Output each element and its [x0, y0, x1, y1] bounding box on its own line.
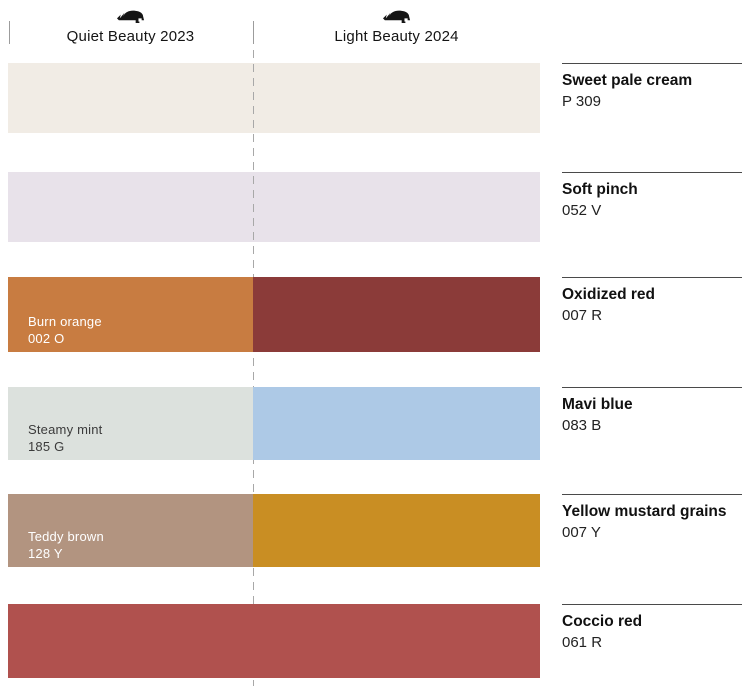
swatch-2023: Burn orange 002 O [8, 277, 253, 352]
color-name: Soft pinch [562, 181, 638, 198]
swatch-color-code: 002 O [28, 331, 65, 346]
column-divider-dashed-line [253, 50, 254, 686]
color-label-block: Yellow mustard grains 007 Y [562, 494, 742, 543]
color-code: P 309 [562, 93, 601, 110]
swatch-color-name: Teddy brown [28, 529, 104, 544]
palette-row-coccio-red: Coccio red 061 R [0, 604, 754, 678]
swatch-shared [8, 172, 540, 242]
swatch-2024 [253, 494, 540, 567]
swatch-color-name: Steamy mint [28, 422, 103, 437]
swatch-2023: Steamy mint 185 G [8, 387, 253, 460]
swatch-inner-label: Steamy mint 185 G [28, 421, 102, 455]
header-column-divider [253, 21, 254, 44]
color-name: Mavi blue [562, 396, 633, 413]
swatch-color-code: 128 Y [28, 546, 63, 561]
palette-row-yellow-mustard-grains: Teddy brown 128 Y Yellow mustard grains … [0, 494, 754, 567]
column-header-2024: Light Beauty 2024 [253, 6, 540, 46]
color-code: 007 Y [562, 524, 601, 541]
column-header-2023: Quiet Beauty 2023 [8, 6, 253, 46]
brand-mark-icon [253, 6, 540, 24]
swatch-inner-label: Teddy brown 128 Y [28, 528, 104, 562]
color-code: 061 R [562, 634, 603, 651]
color-label-block: Oxidized red 007 R [562, 277, 742, 326]
swatch-shared [8, 604, 540, 678]
column-title-2024: Light Beauty 2024 [334, 28, 459, 45]
palette-row-mavi-blue: Steamy mint 185 G Mavi blue 083 B [0, 387, 754, 460]
swatch-color-name: Burn orange [28, 314, 102, 329]
color-name: Oxidized red [562, 286, 656, 303]
color-label-block: Mavi blue 083 B [562, 387, 742, 436]
color-code: 052 V [562, 202, 602, 219]
color-name: Sweet pale cream [562, 72, 693, 89]
palette-row-oxidized-red: Burn orange 002 O Oxidized red 007 R [0, 277, 754, 352]
color-label-block: Sweet pale cream P 309 [562, 63, 742, 112]
brand-mark-icon [8, 6, 253, 24]
color-code: 007 R [562, 307, 603, 324]
column-title-2023: Quiet Beauty 2023 [66, 28, 195, 45]
swatch-color-code: 185 G [28, 439, 65, 454]
palette-row-sweet-pale-cream: Sweet pale cream P 309 [0, 63, 754, 133]
swatch-2023: Teddy brown 128 Y [8, 494, 253, 567]
color-code: 083 B [562, 417, 602, 434]
color-name: Coccio red [562, 613, 643, 630]
color-name: Yellow mustard grains [562, 503, 727, 520]
header-left-tick [9, 21, 10, 44]
color-label-block: Soft pinch 052 V [562, 172, 742, 221]
swatch-2024 [253, 277, 540, 352]
palette-row-soft-pinch: Soft pinch 052 V [0, 172, 754, 242]
swatch-inner-label: Burn orange 002 O [28, 313, 102, 347]
swatch-2024 [253, 387, 540, 460]
swatch-shared [8, 63, 540, 133]
color-label-block: Coccio red 061 R [562, 604, 742, 653]
